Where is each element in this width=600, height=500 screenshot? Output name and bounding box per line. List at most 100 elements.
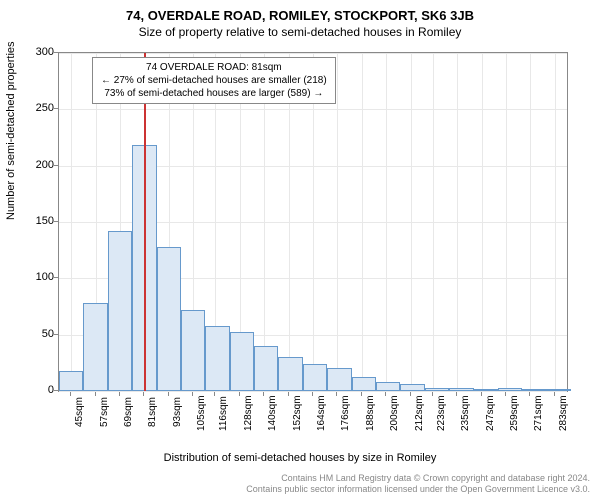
x-tick-mark bbox=[119, 392, 120, 396]
histogram-bar bbox=[522, 389, 546, 391]
histogram-bar bbox=[230, 332, 254, 391]
x-tick-label: 116sqm bbox=[218, 397, 229, 431]
gridline-v bbox=[506, 53, 507, 391]
footer-line2: Contains public sector information licen… bbox=[246, 484, 590, 496]
x-tick-mark bbox=[385, 392, 386, 396]
x-tick-mark bbox=[70, 392, 71, 396]
x-tick-mark bbox=[554, 392, 555, 396]
y-tick-mark bbox=[54, 52, 58, 53]
histogram-bar bbox=[400, 384, 424, 391]
gridline-v bbox=[337, 53, 338, 391]
x-tick-label: 152sqm bbox=[292, 397, 303, 431]
histogram-bar bbox=[205, 326, 229, 391]
y-tick-label: 0 bbox=[14, 384, 54, 396]
x-tick-mark bbox=[239, 392, 240, 396]
gridline-v bbox=[555, 53, 556, 391]
info-line-smaller: ← 27% of semi-detached houses are smalle… bbox=[101, 74, 327, 87]
x-tick-label: 271sqm bbox=[533, 397, 544, 431]
x-tick-label: 188sqm bbox=[365, 397, 376, 431]
x-tick-mark bbox=[168, 392, 169, 396]
x-tick-mark bbox=[361, 392, 362, 396]
footer-attribution: Contains HM Land Registry data © Crown c… bbox=[246, 473, 590, 496]
footer-line1: Contains HM Land Registry data © Crown c… bbox=[246, 473, 590, 485]
y-tick-label: 50 bbox=[14, 328, 54, 340]
x-tick-mark bbox=[143, 392, 144, 396]
info-line-larger: 73% of semi-detached houses are larger (… bbox=[101, 87, 327, 100]
x-tick-label: 235sqm bbox=[460, 397, 471, 431]
y-tick-mark bbox=[54, 390, 58, 391]
x-axis-label: Distribution of semi-detached houses by … bbox=[0, 452, 600, 464]
x-tick-label: 200sqm bbox=[389, 397, 400, 431]
x-tick-mark bbox=[529, 392, 530, 396]
gridline-v bbox=[457, 53, 458, 391]
histogram-bar bbox=[449, 388, 473, 391]
histogram-bar bbox=[376, 382, 400, 391]
histogram-bar bbox=[352, 377, 376, 391]
histogram-bar bbox=[327, 368, 351, 391]
histogram-bar bbox=[108, 231, 132, 391]
histogram-bar bbox=[278, 357, 302, 391]
x-tick-label: 93sqm bbox=[172, 397, 183, 431]
x-tick-mark bbox=[432, 392, 433, 396]
y-tick-mark bbox=[54, 108, 58, 109]
x-tick-label: 223sqm bbox=[436, 397, 447, 431]
y-tick-label: 200 bbox=[14, 159, 54, 171]
x-tick-mark bbox=[214, 392, 215, 396]
histogram-bar bbox=[59, 371, 83, 391]
histogram-bar bbox=[181, 310, 205, 391]
x-tick-mark bbox=[336, 392, 337, 396]
title-sub: Size of property relative to semi-detach… bbox=[0, 23, 600, 39]
x-tick-label: 176sqm bbox=[340, 397, 351, 431]
x-tick-mark bbox=[192, 392, 193, 396]
x-tick-label: 105sqm bbox=[196, 397, 207, 431]
gridline-h bbox=[59, 391, 567, 392]
gridline-v bbox=[71, 53, 72, 391]
gridline-v bbox=[433, 53, 434, 391]
y-tick-mark bbox=[54, 334, 58, 335]
x-tick-mark bbox=[312, 392, 313, 396]
x-tick-label: 247sqm bbox=[485, 397, 496, 431]
x-tick-label: 212sqm bbox=[414, 397, 425, 431]
x-tick-label: 81sqm bbox=[147, 397, 158, 431]
info-line-property: 74 OVERDALE ROAD: 81sqm bbox=[101, 61, 327, 74]
x-tick-label: 283sqm bbox=[558, 397, 569, 431]
x-tick-mark bbox=[505, 392, 506, 396]
histogram-bar bbox=[157, 247, 181, 391]
histogram-bar bbox=[254, 346, 278, 391]
gridline-v bbox=[530, 53, 531, 391]
y-tick-label: 100 bbox=[14, 271, 54, 283]
y-tick-mark bbox=[54, 221, 58, 222]
y-tick-label: 150 bbox=[14, 215, 54, 227]
x-tick-label: 128sqm bbox=[243, 397, 254, 431]
x-tick-label: 57sqm bbox=[99, 397, 110, 431]
gridline-v bbox=[386, 53, 387, 391]
x-tick-label: 164sqm bbox=[316, 397, 327, 431]
x-tick-label: 69sqm bbox=[123, 397, 134, 431]
x-tick-label: 259sqm bbox=[509, 397, 520, 431]
chart-container: 74, OVERDALE ROAD, ROMILEY, STOCKPORT, S… bbox=[0, 0, 600, 500]
histogram-bar bbox=[498, 388, 522, 391]
y-tick-mark bbox=[54, 165, 58, 166]
x-tick-mark bbox=[481, 392, 482, 396]
info-box: 74 OVERDALE ROAD: 81sqm ← 27% of semi-de… bbox=[92, 57, 336, 104]
x-tick-label: 140sqm bbox=[267, 397, 278, 431]
histogram-bar bbox=[425, 388, 449, 391]
histogram-bar bbox=[83, 303, 107, 391]
histogram-bar bbox=[303, 364, 327, 391]
gridline-v bbox=[411, 53, 412, 391]
y-tick-label: 250 bbox=[14, 102, 54, 114]
histogram-bar bbox=[474, 389, 498, 391]
x-tick-mark bbox=[410, 392, 411, 396]
x-tick-mark bbox=[263, 392, 264, 396]
x-tick-label: 45sqm bbox=[74, 397, 85, 431]
y-axis-label: Number of semi-detached properties bbox=[5, 41, 17, 220]
x-tick-mark bbox=[456, 392, 457, 396]
histogram-bar bbox=[547, 389, 571, 391]
x-tick-mark bbox=[95, 392, 96, 396]
x-tick-mark bbox=[288, 392, 289, 396]
title-main: 74, OVERDALE ROAD, ROMILEY, STOCKPORT, S… bbox=[0, 0, 600, 23]
gridline-v bbox=[482, 53, 483, 391]
y-tick-mark bbox=[54, 277, 58, 278]
y-tick-label: 300 bbox=[14, 46, 54, 58]
gridline-v bbox=[362, 53, 363, 391]
